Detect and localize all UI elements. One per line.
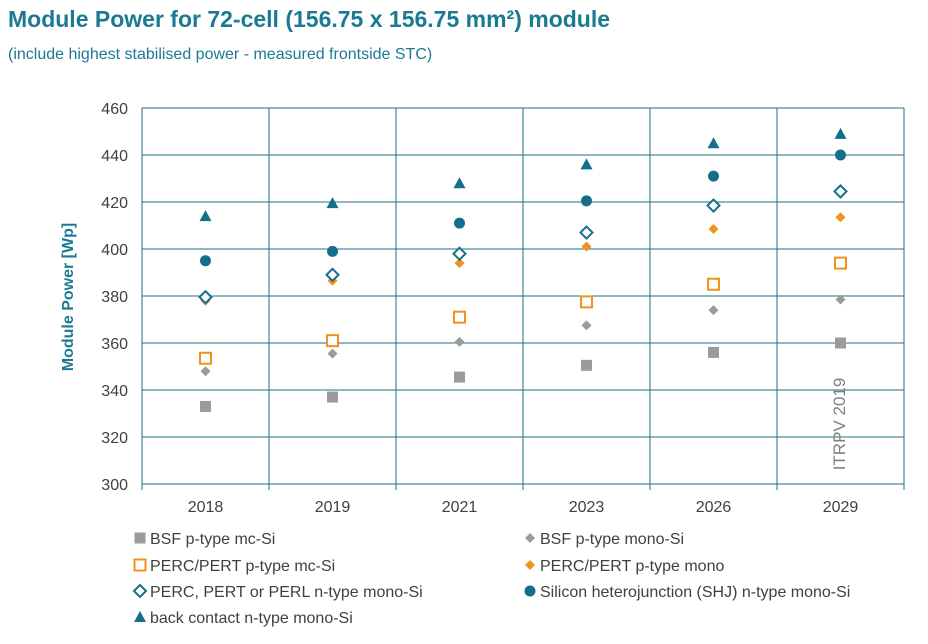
data-point [706, 198, 721, 213]
y-axis: 300 320 340 360 380 400 420 440 460 [101, 101, 128, 494]
legend-item: Silicon heterojunction (SHJ) n-type mono… [524, 584, 850, 601]
data-point [581, 241, 592, 252]
data-markers [198, 127, 848, 412]
legend-label: PERC/PERT p-type mc-Si [150, 558, 335, 575]
y-tick-label: 300 [101, 477, 128, 494]
chart-title: Module Power for 72-cell (156.75 x 156.7… [8, 6, 611, 32]
data-point [708, 224, 719, 235]
data-point [834, 127, 847, 139]
data-point [200, 255, 211, 267]
data-point [707, 277, 720, 291]
data-point [833, 184, 848, 199]
chart-subtitle: (include highest stabilised power - meas… [8, 46, 433, 63]
legend-item: PERC/PERT p-type mc-Si [133, 558, 335, 575]
legend-marker [132, 583, 148, 599]
data-point [327, 348, 338, 359]
data-point [454, 217, 465, 229]
legend-item: BSF p-type mc-Si [134, 531, 275, 548]
y-tick-label: 380 [101, 289, 128, 306]
y-axis-label: Module Power [Wp] [60, 223, 77, 371]
legend-item: PERC, PERT or PERL n-type mono-Si [132, 583, 423, 601]
data-point [834, 256, 847, 270]
data-point [581, 320, 592, 331]
x-tick-label: 2021 [442, 499, 478, 516]
data-point [325, 267, 340, 283]
data-point [708, 305, 719, 316]
y-tick-label: 360 [101, 336, 128, 353]
y-tick-label: 340 [101, 383, 128, 400]
data-point [453, 177, 466, 189]
data-point [454, 371, 465, 383]
data-point [835, 294, 846, 305]
legend-item: PERC/PERT p-type mono [525, 558, 724, 575]
legend-item: back contact n-type mono-Si [134, 610, 353, 627]
legend-marker [134, 611, 146, 622]
y-tick-label: 420 [101, 195, 128, 212]
data-point [580, 295, 593, 309]
legend-marker [134, 532, 146, 544]
data-point [199, 351, 212, 365]
x-tick-label: 2018 [188, 499, 224, 516]
legend-label: back contact n-type mono-Si [150, 610, 353, 627]
x-tick-label: 2019 [315, 499, 351, 516]
legend-label: BSF p-type mono-Si [540, 531, 684, 548]
data-point [454, 336, 465, 347]
data-point [581, 195, 592, 207]
y-tick-label: 440 [101, 148, 128, 165]
data-point [454, 258, 465, 269]
data-point [581, 359, 592, 371]
data-point [198, 289, 213, 305]
data-point [452, 246, 467, 262]
data-point [708, 170, 719, 182]
data-point [199, 210, 212, 222]
legend-label: PERC/PERT p-type mono [540, 558, 724, 575]
legend-item: BSF p-type mono-Si [525, 531, 684, 548]
data-point [200, 366, 211, 377]
data-point [326, 197, 339, 209]
legend-label: PERC, PERT or PERL n-type mono-Si [150, 584, 423, 601]
data-point [708, 346, 719, 358]
data-point [835, 212, 846, 223]
legend-marker [525, 533, 535, 543]
data-point [200, 400, 211, 412]
legend-label: Silicon heterojunction (SHJ) n-type mono… [540, 584, 850, 601]
data-point [835, 337, 846, 349]
plot-grid [141, 107, 905, 490]
legend-marker [524, 585, 536, 597]
x-axis: 2018 2019 2021 2023 2026 2029 [188, 499, 859, 516]
data-point [327, 245, 338, 257]
y-tick-label: 400 [101, 242, 128, 259]
chart-legend: BSF p-type mc-Si BSF p-type mono-Si PERC/P… [132, 531, 850, 627]
itrpv-watermark: ITRPV 2019 [830, 378, 849, 471]
y-tick-label: 320 [101, 430, 128, 447]
data-point [707, 137, 720, 149]
data-point [580, 158, 593, 170]
legend-label: BSF p-type mc-Si [150, 531, 275, 548]
data-point [453, 310, 466, 324]
x-tick-label: 2023 [569, 499, 605, 516]
y-tick-label: 460 [101, 101, 128, 118]
legend-marker [133, 558, 147, 572]
x-tick-label: 2029 [823, 499, 859, 516]
data-point [835, 149, 846, 161]
data-point [326, 334, 339, 348]
x-tick-label: 2026 [696, 499, 732, 516]
data-point [579, 225, 594, 240]
legend-marker [525, 560, 535, 570]
data-point [327, 391, 338, 403]
